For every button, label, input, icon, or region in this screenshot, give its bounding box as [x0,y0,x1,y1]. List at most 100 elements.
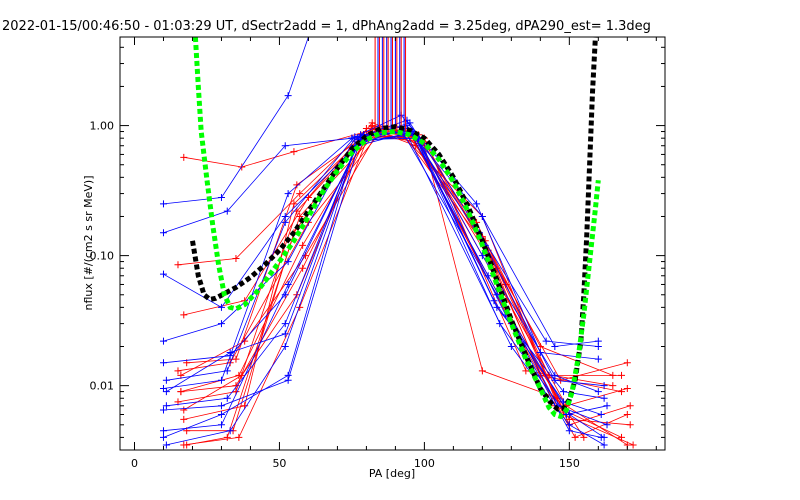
series-blue-point-4-6 [560,388,568,396]
series-red-point-0-2 [290,148,298,156]
series-blue-point-10-5 [496,320,504,328]
series-blue-point-8-0 [162,441,170,449]
series-blue-point-3-2 [284,258,292,266]
y-tick-label-2: 1.00 [90,120,115,133]
series-red-point-13-7 [623,385,631,393]
series-blue-point-12-7 [597,433,605,441]
series-red-point-9-2 [299,264,307,272]
series-blue-point-5-2 [284,190,292,198]
series-red-point-2-7 [629,441,637,449]
series-blue-point-7-5 [507,343,515,351]
series-blue-point-9-6 [542,337,550,345]
series-blue-point-2-1 [217,303,225,311]
series-red-point-2-0 [180,311,188,319]
series-blue-point-9-7 [594,343,602,351]
series-blue-point-1-1 [223,207,231,215]
x-tick-label-2: 100 [414,457,435,470]
series-red-point-8-0 [180,406,188,414]
series-blue-point-9-2 [284,376,292,384]
series-blue-point-6-0 [162,402,170,410]
series-blue-line-7 [163,128,605,446]
series-blue-point-0-1 [217,193,225,201]
series-red-point-6-2 [290,200,298,208]
y-tick-label-1: 0.10 [90,250,115,263]
series-blue-point-6-2 [281,320,289,328]
x-tick-label-3: 150 [559,457,580,470]
series-blue-point-5-1 [217,376,225,384]
series-red-point-1-2 [296,190,304,198]
series-blue-line-1 [163,131,599,347]
series-red-point-7-0 [174,367,182,375]
series-blue-point-4-0 [159,359,167,367]
series-blue-point-2-2 [281,212,289,220]
series-red-point-0-0 [180,153,188,161]
series-blue-line-0 [163,37,309,205]
series-blue-point-10-7 [603,402,611,410]
series-blue-point-5-7 [594,355,602,363]
series-blue-point-0-2 [284,92,292,100]
series-blue-point-12-1 [226,348,234,356]
series-red-point-11-5 [478,367,486,375]
series-red-point-11-1 [241,337,249,345]
series-blue-point-9-0 [159,406,167,414]
y-tick-label-0: 0.01 [90,380,115,393]
series-red-point-12-6 [580,433,588,441]
plot-frame [119,36,666,451]
y-axis-label: nflux [#/(cm2 s sr MeV)] [82,176,95,311]
chart-title: 2022-01-15/00:46:50 - 01:03:29 UT, dSect… [2,19,651,34]
series-blue-point-11-6 [551,376,559,384]
series-blue-line-5 [163,114,599,389]
series-blue-point-6-1 [223,394,231,402]
series-blue-point-6-5 [484,272,492,280]
series-red-point-4-2 [299,241,307,249]
series-red-point-3-1 [232,355,240,363]
series-blue-point-1-6 [551,343,559,351]
series-blue-point-7-7 [600,441,608,449]
series-blue-line-8 [166,134,602,446]
series-red-point-9-7 [626,421,634,429]
series-blue-point-8-1 [226,427,234,435]
series-blue-point-7-0 [159,433,167,441]
x-axis-label: PA [deg] [369,467,415,480]
series-blue-point-11-4 [403,122,411,130]
series-red-point-9-0 [177,388,185,396]
series-blue-point-12-6 [565,427,573,435]
series-red-point-5-2 [296,212,304,220]
series-blue-point-10-2 [281,218,289,226]
series-red-point-8-7 [618,433,626,441]
series-red-point-7-6 [609,382,617,390]
series-red-point-8-3 [362,124,370,132]
series-red-point-4-7 [626,402,634,410]
series-blue-point-8-2 [281,343,289,351]
series-red-point-7-5 [522,367,530,375]
series-blue-line-2 [163,134,605,438]
series-blue-point-3-7 [594,388,602,396]
x-tick-label-1: 50 [272,457,286,470]
series-red-point-1-0 [174,261,182,269]
series-blue-point-9-1 [217,402,225,410]
series-blue-point-8-7 [597,411,605,419]
series-blue-point-7-1 [217,411,225,419]
series-red-point-6-7 [623,411,631,419]
series-blue-point-12-2 [281,330,289,338]
series-blue-point-1-0 [159,229,167,237]
fit-curve-green [192,37,601,420]
series-red-point-1-7 [618,371,626,379]
series-blue-point-11-7 [600,382,608,390]
series-blue-point-4-7 [600,394,608,402]
series-blue-point-11-0 [159,427,167,435]
series-blue-point-0-0 [159,200,167,208]
series-blue-point-11-2 [284,280,292,288]
series-blue-point-12-0 [162,388,170,396]
series-red-point-5-7 [618,388,626,396]
series-red-point-3-7 [623,359,631,367]
series-blue-point-5-0 [159,385,167,393]
series-blue-point-8-5 [490,297,498,305]
series-red-point-1-1 [232,255,240,263]
x-tick-label-0: 0 [131,457,138,470]
series-red-point-6-0 [180,415,188,423]
series-blue-point-7-6 [565,421,573,429]
series-red-point-12-1 [235,433,243,441]
series-red-point-2-2 [304,193,312,201]
